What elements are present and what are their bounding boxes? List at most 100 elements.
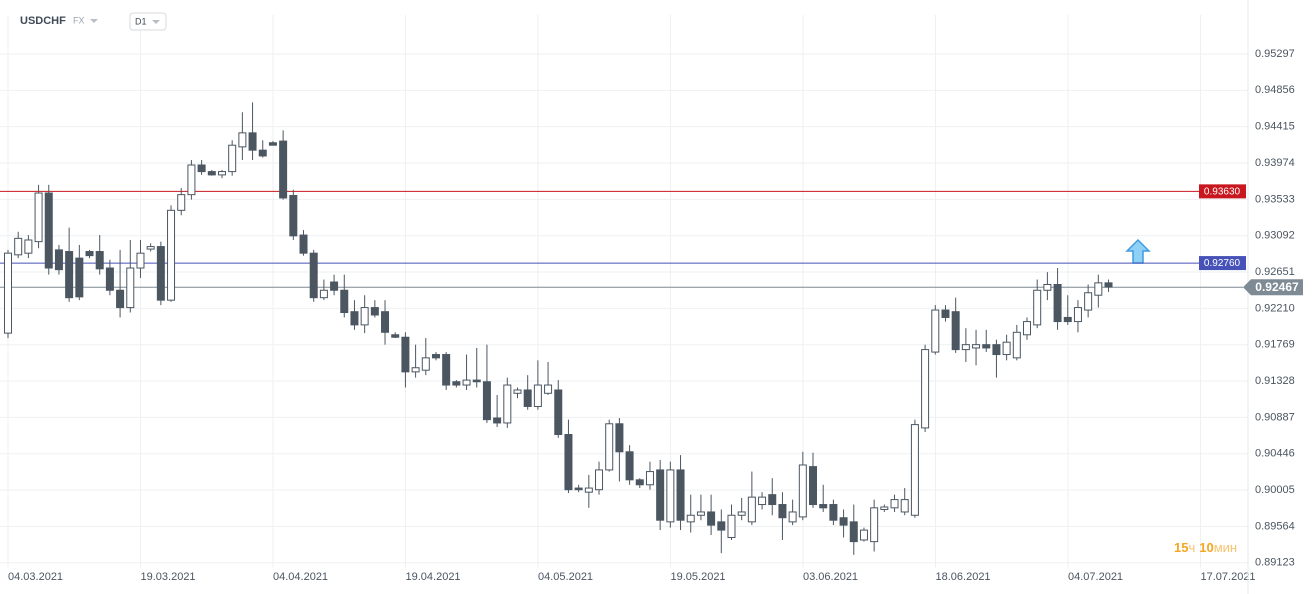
timer-minutes: 10	[1199, 540, 1213, 555]
dropdown-arrow[interactable]	[90, 19, 98, 23]
candle-body	[187, 164, 196, 196]
candle-body	[431, 354, 440, 359]
candle-body	[778, 504, 787, 519]
candle-body	[666, 469, 675, 523]
dropdown-arrow[interactable]	[152, 20, 160, 24]
candle-body	[992, 344, 1001, 356]
candle-body	[533, 384, 542, 407]
candle-body	[982, 344, 991, 349]
candle-body	[330, 281, 339, 291]
level-label: 0.93630	[1204, 187, 1241, 198]
candle-body	[258, 149, 267, 157]
candle-body	[299, 234, 308, 254]
candle-body	[24, 239, 33, 254]
candle-body	[584, 487, 593, 493]
candle-body	[921, 349, 930, 429]
candle-body	[472, 379, 481, 383]
candle-body	[360, 307, 369, 326]
candle-body	[350, 311, 359, 326]
y-tick-label: 0.95297	[1255, 48, 1295, 60]
candle-body	[452, 381, 461, 386]
candle-body	[615, 423, 624, 453]
candle-body	[768, 494, 777, 506]
candle-body	[737, 511, 746, 516]
candle-body	[289, 194, 298, 237]
candle-body	[523, 389, 532, 407]
y-tick-label: 0.91328	[1255, 375, 1295, 387]
timer-minutes-unit: мин	[1214, 540, 1237, 555]
candle-body	[798, 464, 807, 518]
candle-body	[717, 521, 726, 531]
current-price-box	[1243, 279, 1303, 296]
candle-body	[493, 417, 502, 424]
timer: 15ч 10мин	[1174, 540, 1237, 555]
candle-body	[421, 357, 430, 371]
candle-body	[95, 251, 104, 270]
candle-body	[788, 511, 797, 523]
candle-body	[513, 389, 522, 394]
candle-body	[910, 424, 919, 516]
candle-body	[167, 209, 176, 301]
x-tick-label: 18.06.2021	[936, 571, 991, 583]
candle-body	[462, 379, 471, 386]
market[interactable]: FX	[73, 15, 85, 25]
candle-body	[635, 479, 644, 486]
candle-body	[747, 496, 756, 523]
up-arrow-icon	[1125, 238, 1151, 264]
candle-body	[279, 140, 288, 199]
candle-body	[1104, 282, 1113, 288]
y-tick-label: 0.93092	[1255, 230, 1295, 242]
candle-body	[900, 499, 909, 513]
candle-body	[819, 504, 828, 509]
candle-body	[941, 309, 950, 318]
candle-body	[676, 469, 685, 521]
candle-body	[1094, 282, 1103, 296]
candle-body	[442, 354, 451, 386]
candle-body	[859, 529, 868, 541]
candle-body	[1073, 307, 1082, 323]
candle-body	[146, 246, 155, 250]
candle-body	[564, 433, 573, 491]
candle-body	[595, 469, 604, 491]
y-tick-label: 0.90005	[1255, 484, 1295, 496]
candle-body	[14, 237, 23, 256]
candle-body	[544, 384, 553, 394]
candle-body	[961, 344, 970, 351]
candle-body	[972, 344, 981, 349]
candle-body	[381, 311, 390, 333]
timeframe-select[interactable]	[129, 12, 167, 31]
x-tick-label: 19.05.2021	[671, 571, 726, 583]
candle-body	[207, 171, 216, 176]
candle-body	[686, 514, 695, 523]
y-tick-label: 0.94856	[1255, 84, 1295, 96]
current-price-label: 0.92467	[1255, 280, 1299, 294]
candle-body	[951, 311, 960, 351]
level-label-box	[1199, 184, 1246, 199]
y-tick-label: 0.89564	[1255, 520, 1295, 532]
candle-body	[931, 309, 940, 353]
candle-body	[880, 506, 889, 510]
x-tick-label: 19.03.2021	[141, 571, 196, 583]
candle-body	[228, 144, 237, 173]
y-tick-label: 0.94415	[1255, 121, 1295, 133]
candle-body	[809, 466, 818, 506]
candle-body	[105, 267, 114, 291]
candle-body	[197, 164, 206, 173]
candle-body	[65, 251, 74, 299]
candle-body	[177, 194, 186, 211]
y-tick-label: 0.92651	[1255, 266, 1295, 278]
candle-body	[370, 307, 379, 316]
candle-body	[411, 367, 420, 373]
candle-body	[1084, 292, 1093, 311]
candle-body	[829, 504, 838, 521]
candle-body	[870, 507, 879, 543]
timer-hours: 15	[1174, 540, 1188, 555]
candle-body	[605, 423, 614, 471]
x-tick-label: 04.05.2021	[538, 571, 593, 583]
timeframe[interactable]: D1	[135, 16, 147, 26]
y-tick-label: 0.91769	[1255, 339, 1295, 351]
candle-body	[574, 487, 583, 491]
candle-body	[116, 289, 125, 309]
candle-body	[126, 267, 135, 309]
